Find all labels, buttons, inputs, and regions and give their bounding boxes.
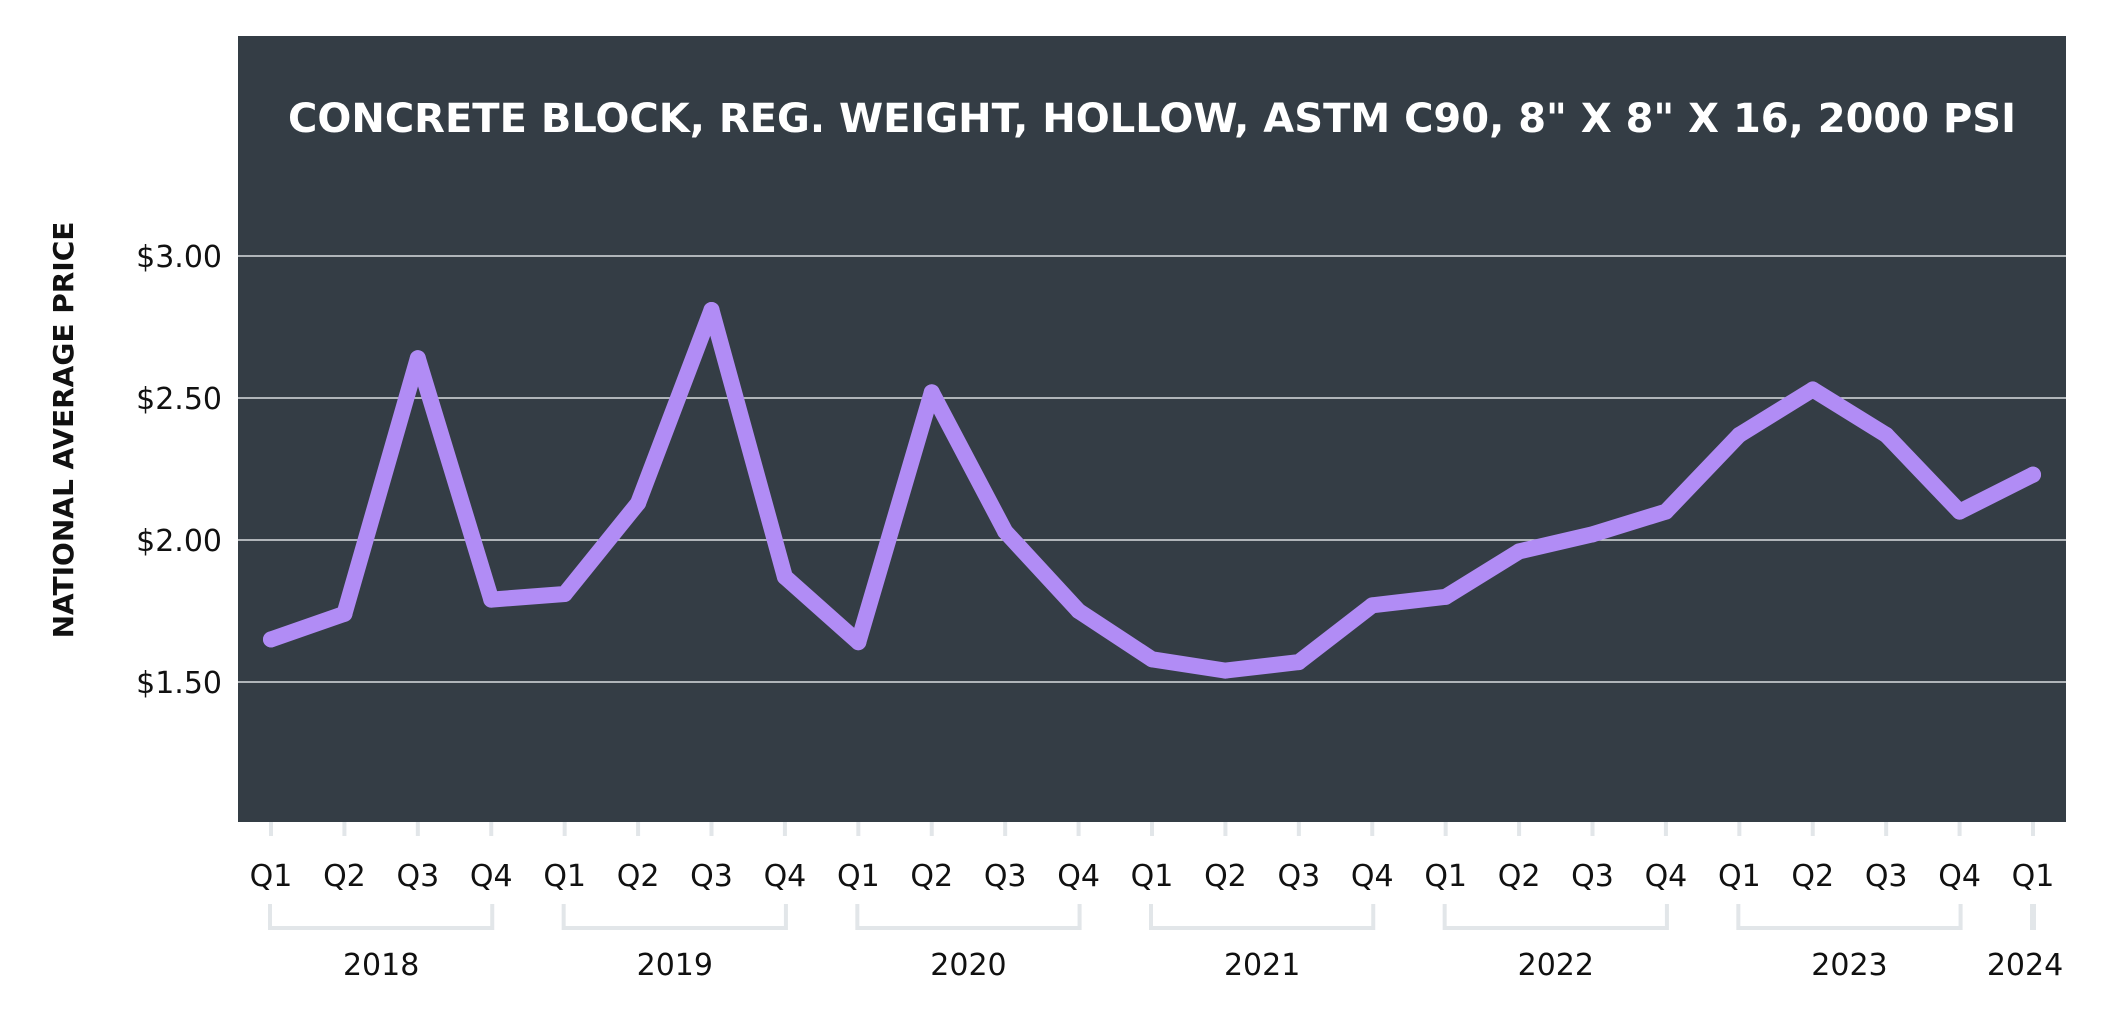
data-point	[703, 301, 720, 318]
year-label: 2021	[1224, 948, 1300, 983]
y-tick-label: $1.50	[136, 666, 222, 701]
data-point	[1437, 588, 1454, 605]
x-tick-label: Q3	[1865, 859, 1908, 894]
x-tick-label: Q4	[470, 859, 513, 894]
x-tick-label: Q4	[1645, 859, 1688, 894]
x-tick-label: Q2	[1204, 859, 1247, 894]
data-point	[1144, 651, 1160, 668]
data-point	[1731, 426, 1748, 443]
data-point	[409, 350, 426, 367]
chart-title: CONCRETE BLOCK, REG. WEIGHT, HOLLOW, AST…	[288, 96, 2016, 142]
y-axis-ticks: $3.00 $2.50 $2.00 $1.50	[136, 240, 222, 701]
x-tick-label: Q1	[837, 859, 880, 894]
x-tick-label: Q2	[617, 859, 660, 894]
data-point	[556, 585, 573, 602]
x-tick-label: Q1	[2012, 859, 2055, 894]
x-tick-label: Q4	[1938, 859, 1981, 894]
data-point	[1364, 597, 1381, 614]
data-point	[1878, 426, 1895, 443]
data-point	[1070, 603, 1087, 619]
x-tick-label: Q4	[1057, 859, 1100, 894]
year-label: 2023	[1811, 948, 1887, 983]
x-tick-label: Q3	[396, 859, 439, 894]
x-tick-label: Q3	[1277, 859, 1320, 894]
year-bracket	[1736, 904, 1963, 930]
x-tick-label: Q3	[984, 859, 1027, 894]
x-tick-label: Q4	[764, 859, 807, 894]
year-label: 2024	[1987, 948, 2063, 983]
year-bracket	[855, 904, 1082, 930]
x-tick-label: Q2	[1791, 859, 1834, 894]
data-point	[1657, 503, 1674, 520]
x-tick-label: Q2	[1498, 859, 1541, 894]
data-point	[263, 631, 279, 648]
year-bracket	[268, 904, 495, 930]
data-point	[997, 523, 1014, 540]
data-point	[1584, 526, 1601, 543]
data-point	[2025, 466, 2041, 483]
plot-background	[238, 36, 2066, 822]
data-point	[850, 634, 867, 651]
x-tick-label: Q4	[1351, 859, 1394, 894]
x-axis-ticks: Q1 Q2 Q3 Q4 Q1 Q2 Q3 Q4 Q1 Q2 Q3 Q4 Q1 Q2 Q3 Q4 Q1 Q2 Q3 Q4…	[250, 822, 2055, 894]
data-point	[776, 568, 793, 585]
y-axis-label: NATIONAL AVERAGE PRICE	[47, 222, 80, 639]
x-tick-label: Q1	[1131, 859, 1174, 894]
gridlines	[238, 255, 2066, 683]
data-point	[483, 591, 500, 608]
y-tick-label: $3.00	[136, 240, 222, 275]
data-point	[1511, 543, 1528, 560]
data-point	[1290, 654, 1307, 671]
year-label: 2019	[637, 948, 713, 983]
y-tick-label: $2.00	[136, 524, 222, 559]
year-bracket	[1442, 904, 1669, 930]
y-tick-label: $2.50	[136, 382, 222, 417]
x-tick-label: Q2	[323, 859, 366, 894]
data-point	[1951, 503, 1968, 520]
x-tick-label: Q3	[690, 859, 733, 894]
data-point	[1804, 381, 1821, 398]
year-bracket	[2030, 904, 2036, 930]
data-point	[336, 605, 353, 622]
x-tick-label: Q1	[543, 859, 586, 894]
series-layer	[263, 301, 2041, 679]
year-label: 2020	[930, 948, 1006, 983]
year-label: 2018	[343, 948, 419, 983]
x-tick-label: Q1	[1718, 859, 1761, 894]
year-bracket	[1149, 904, 1376, 930]
data-point	[1217, 662, 1234, 679]
data-point	[923, 384, 940, 401]
data-point	[630, 495, 647, 512]
x-tick-label: Q3	[1571, 859, 1614, 894]
x-tick-label: Q2	[910, 859, 953, 894]
x-tick-label: Q1	[250, 859, 293, 894]
year-bracket	[561, 904, 788, 930]
x-tick-label: Q1	[1424, 859, 1467, 894]
year-label: 2022	[1518, 948, 1594, 983]
year-brackets: 2018 2019 2020 2021 2022 2023 2024	[268, 904, 2063, 983]
